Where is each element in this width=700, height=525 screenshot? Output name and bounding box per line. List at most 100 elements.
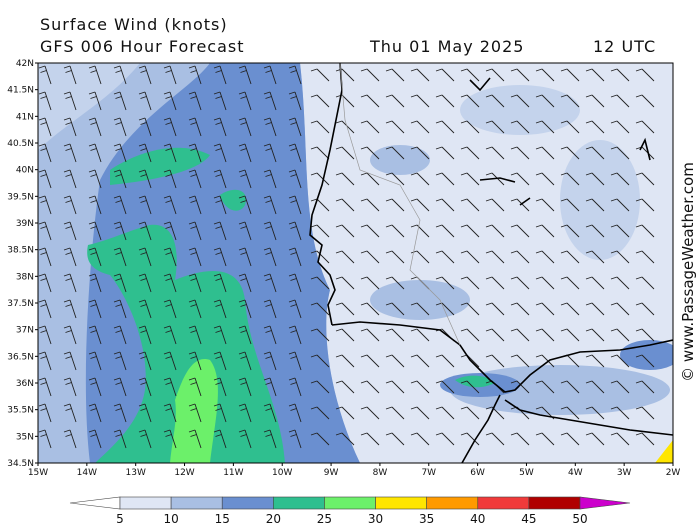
wind-barb (263, 325, 277, 345)
wind-barb (213, 247, 227, 267)
wind-barb (635, 68, 655, 82)
wind-barb (335, 328, 355, 342)
wind-barb (635, 406, 655, 420)
wind-barb (585, 302, 605, 316)
wind-barb (610, 328, 630, 342)
wind-barb (510, 68, 530, 82)
colorbar-segment (273, 496, 325, 510)
colorbar-label: 40 (470, 512, 485, 525)
wind-barb (310, 94, 330, 108)
wind-barb (535, 380, 555, 394)
wind-barb (360, 94, 380, 108)
wind-barb (510, 120, 530, 134)
wind-barb (360, 146, 380, 160)
wind-barb (585, 172, 605, 186)
wind-barb (360, 302, 380, 316)
wind-barb (510, 146, 530, 160)
wind-barb (63, 377, 77, 397)
wind-barb (138, 351, 152, 371)
wind-barb (213, 377, 227, 397)
wind-barb (88, 299, 102, 319)
wind-barb (385, 224, 405, 238)
lon-label: 5W (519, 468, 534, 478)
map (38, 63, 673, 463)
wind-barb (435, 432, 455, 446)
wind-barb (138, 299, 152, 319)
wind-barb (585, 68, 605, 82)
wind-barb (88, 377, 102, 397)
wind-barb (288, 195, 302, 215)
wind-barb (38, 377, 52, 397)
wind-barb (38, 325, 52, 345)
wind-barb (113, 429, 127, 449)
wind-barb (310, 198, 330, 212)
wind-barb (535, 250, 555, 264)
lat-label: 35.5N (7, 406, 34, 416)
wind-barb (88, 91, 102, 111)
wind-barb (535, 172, 555, 186)
lon-label: 6W (470, 468, 485, 478)
wind-barb (138, 195, 152, 215)
wind-barb (385, 146, 405, 160)
wind-barb (288, 65, 302, 85)
wind-barb (610, 380, 630, 394)
wind-barb (88, 273, 102, 293)
wind-barb (635, 302, 655, 316)
lat-label: 34.5N (7, 459, 34, 469)
lat-label: 40N (16, 166, 34, 176)
wind-barb (113, 91, 127, 111)
wind-barb (238, 325, 252, 345)
wind-barb (163, 91, 177, 111)
colorbar-label: 35 (419, 512, 434, 525)
lat-label: 41.5N (7, 86, 34, 96)
wind-barb (188, 351, 202, 371)
wind-barb (410, 172, 430, 186)
wind-barb (310, 276, 330, 290)
lat-label: 41N (16, 112, 34, 122)
wind-barb (635, 250, 655, 264)
wind-barb (163, 247, 177, 267)
wind-barb (263, 169, 277, 189)
wind-barb (510, 432, 530, 446)
wind-barb (288, 273, 302, 293)
wind-barb (485, 250, 505, 264)
wind-barb (188, 299, 202, 319)
wind-barb (610, 94, 630, 108)
colorbar-segment (426, 496, 479, 510)
wind-barb (460, 302, 480, 316)
wind-barb (385, 406, 405, 420)
wind-barb (163, 299, 177, 319)
wind-barb (38, 247, 52, 267)
wind-barb (560, 198, 580, 212)
wind-barb (263, 429, 277, 449)
wind-barb (335, 354, 355, 368)
wind-barb (188, 429, 202, 449)
wind-barb (560, 68, 580, 82)
time: 12 UTC (593, 37, 656, 56)
wind-barb (188, 221, 202, 241)
wind-barb (238, 403, 252, 423)
wind-barb (263, 247, 277, 267)
wind-barb (585, 224, 605, 238)
wind-barb (585, 276, 605, 290)
wind-barb (63, 325, 77, 345)
wind-barb (263, 377, 277, 397)
wind-barb (485, 302, 505, 316)
wind-barb (213, 221, 227, 241)
wind-barb (238, 429, 252, 449)
wind-barb (610, 120, 630, 134)
wind-barb (585, 328, 605, 342)
lon-label: 11W (223, 468, 243, 478)
wind-barb (510, 276, 530, 290)
wind-barb (585, 354, 605, 368)
wind-barb (360, 432, 380, 446)
wind-barb (560, 224, 580, 238)
wind-barb (213, 429, 227, 449)
wind-barb (188, 325, 202, 345)
wind-barb (385, 94, 405, 108)
wind-barb (288, 91, 302, 111)
wind-barb (163, 351, 177, 371)
wind-barb (610, 172, 630, 186)
wind-barb (88, 65, 102, 85)
wind-barb (138, 65, 152, 85)
